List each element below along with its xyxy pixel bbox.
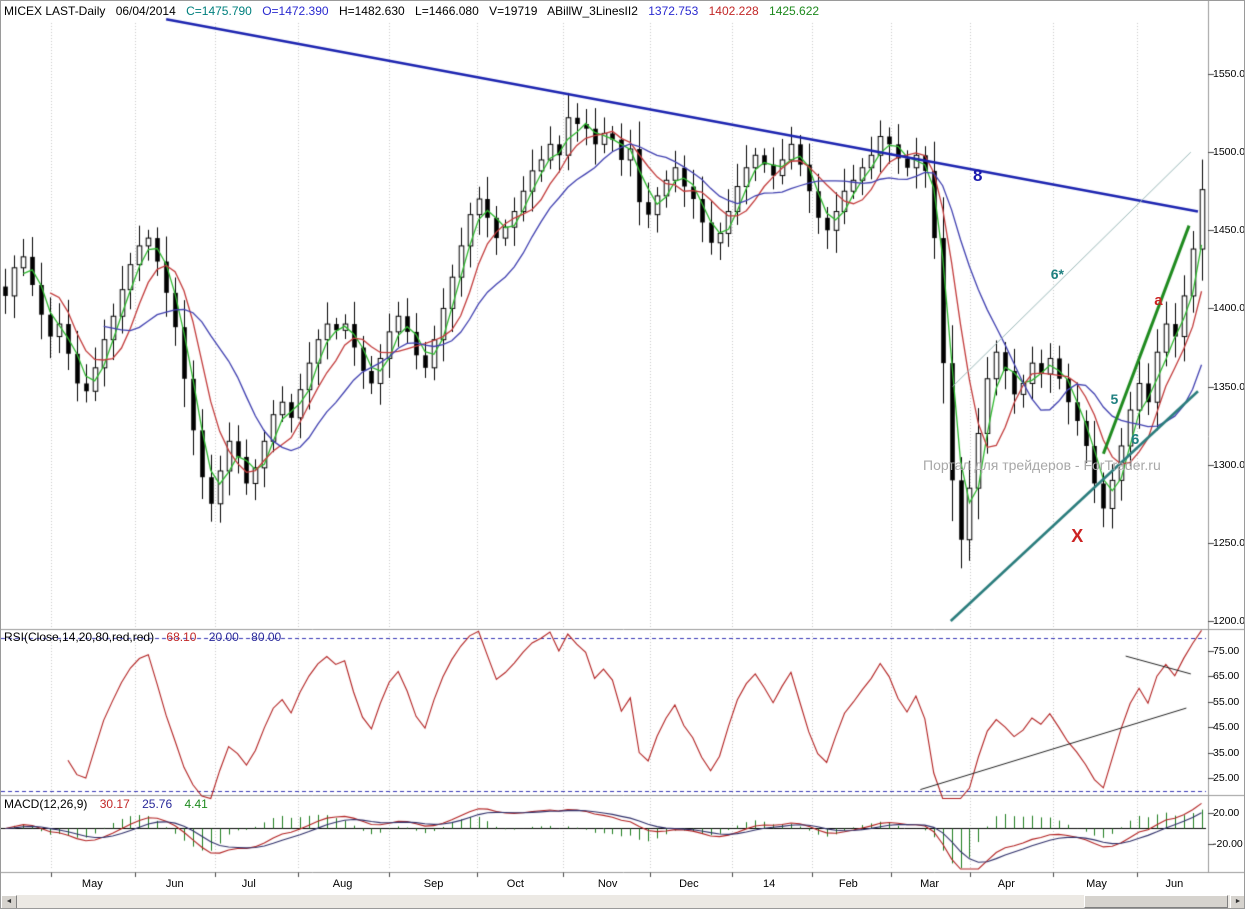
close-price-label: C=1475.790	[186, 4, 252, 18]
rsi-high-level-value: 80.00	[251, 630, 282, 644]
indicator-red-value: 1402.228	[708, 4, 759, 18]
macd-current-value: 30.17	[99, 797, 130, 811]
date-label: 06/04/2014	[115, 4, 176, 18]
indicator-green-value: 1425.622	[769, 4, 820, 18]
macd-panel-label: MACD(12,26,9) 30.17 25.76 4.41	[4, 797, 217, 811]
scroll-right-arrow-icon: ►	[1234, 898, 1242, 905]
fortrader-watermark: Портал для трейдеров - ForTrader.ru	[923, 457, 1161, 473]
scroll-right-button[interactable]: ►	[1230, 895, 1244, 908]
scroll-left-arrow-icon: ◄	[5, 898, 13, 905]
scroll-left-button[interactable]: ◄	[1, 895, 17, 908]
scrollbar-thumb[interactable]	[1084, 895, 1228, 908]
macd-signal-value: 25.76	[142, 797, 173, 811]
macd-hist-value: 4.41	[184, 797, 208, 811]
indicator-blue-value: 1372.753	[648, 4, 699, 18]
high-price-label: H=1482.630	[338, 4, 405, 18]
rsi-current-value: 68.10	[166, 630, 197, 644]
symbol-timeframe-label: MICEX LAST-Daily	[4, 4, 106, 18]
indicator-name-label: ABillW_3LinesII2	[547, 4, 638, 18]
macd-name-label: MACD(12,26,9)	[4, 797, 88, 811]
rsi-name-label: RSI(Close,14,20,80,red,red)	[4, 630, 155, 644]
volume-label: V=19719	[489, 4, 538, 18]
scrollbar-track[interactable]	[17, 895, 1230, 908]
low-price-label: L=1466.080	[415, 4, 479, 18]
open-price-label: O=1472.390	[262, 4, 329, 18]
rsi-low-level-value: 20.00	[208, 630, 239, 644]
chart-header-info: MICEX LAST-Daily 06/04/2014 C=1475.790 O…	[4, 4, 826, 18]
rsi-panel-label: RSI(Close,14,20,80,red,red) 68.10 20.00 …	[4, 630, 290, 644]
horizontal-scrollbar: ◄ ►	[1, 895, 1244, 908]
